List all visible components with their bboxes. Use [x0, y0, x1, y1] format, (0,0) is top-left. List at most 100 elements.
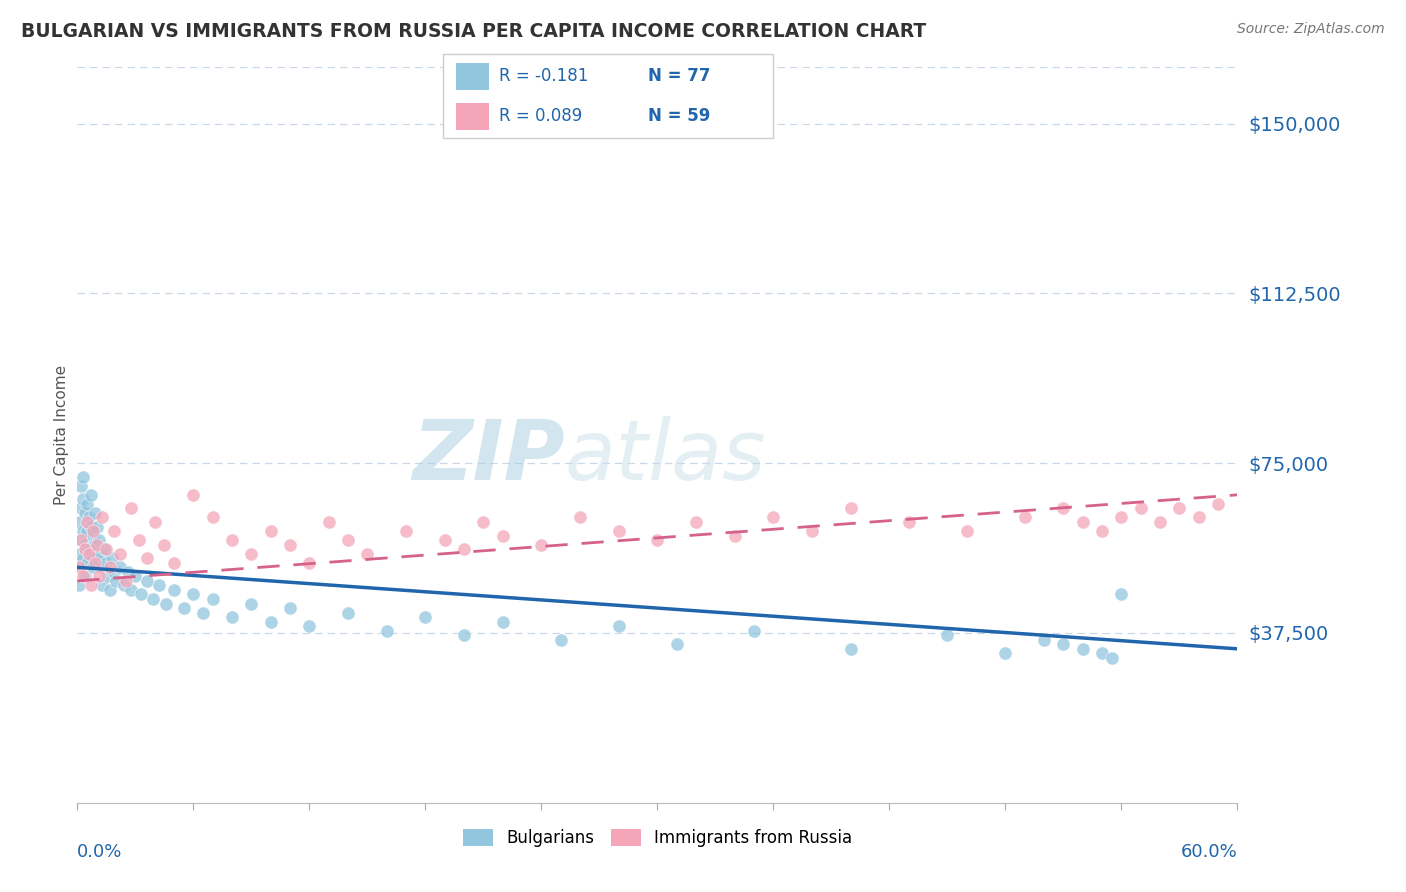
Bar [456, 62, 489, 90]
Point [77, 510, 100, 524]
Text: N = 77: N = 77 [648, 68, 710, 86]
Point [67, 515, 90, 529]
Text: BULGARIAN VS IMMIGRANTS FROM RUSSIA PER CAPITA INCOME CORRELATION CHART: BULGARIAN VS IMMIGRANTS FROM RUSSIA PER … [21, 22, 927, 41]
Point [1071, 641, 1094, 656]
Text: 0.0%: 0.0% [77, 843, 122, 862]
Point [76, 515, 98, 529]
Point [67, 578, 90, 592]
Point [839, 501, 862, 516]
Point [337, 606, 360, 620]
Point [129, 587, 152, 601]
Point [260, 615, 283, 629]
Point [128, 533, 150, 548]
Point [839, 641, 862, 656]
Point [121, 582, 143, 597]
Point [298, 619, 321, 633]
Point [105, 574, 127, 588]
Legend: Bulgarians, Immigrants from Russia: Bulgarians, Immigrants from Russia [456, 822, 859, 854]
Point [647, 533, 669, 548]
Point [80, 578, 103, 592]
Point [80, 519, 103, 533]
Point [136, 551, 159, 566]
Point [103, 565, 125, 579]
Text: R = -0.181: R = -0.181 [499, 68, 589, 86]
Point [472, 515, 495, 529]
Point [142, 592, 165, 607]
Point [260, 524, 283, 538]
Point [93, 542, 115, 557]
Point [76, 556, 98, 570]
Point [492, 615, 515, 629]
Point [221, 610, 243, 624]
Point [762, 510, 785, 524]
Point [103, 524, 125, 538]
Text: ZIP: ZIP [412, 417, 565, 498]
Point [72, 469, 94, 483]
Point [1052, 501, 1074, 516]
Text: atlas: atlas [565, 417, 766, 498]
Point [75, 542, 96, 557]
Point [80, 547, 103, 561]
Point [1071, 515, 1094, 529]
Point [72, 569, 94, 583]
Point [153, 538, 176, 552]
Point [143, 515, 166, 529]
Point [1014, 510, 1036, 524]
Point [201, 592, 224, 607]
Point [72, 492, 94, 507]
Point [1033, 632, 1056, 647]
Point [86, 538, 108, 552]
Point [91, 560, 114, 574]
Point [87, 533, 110, 548]
Point [356, 547, 378, 561]
Point [897, 515, 920, 529]
Point [124, 569, 146, 583]
Point [685, 515, 707, 529]
Text: Source: ZipAtlas.com: Source: ZipAtlas.com [1237, 22, 1385, 37]
Point [607, 619, 630, 633]
Point [101, 551, 124, 566]
Point [183, 587, 205, 601]
Point [569, 510, 592, 524]
Point [163, 582, 186, 597]
Point [86, 519, 108, 533]
Point [221, 533, 243, 548]
Point [77, 542, 100, 557]
Point [82, 528, 104, 542]
Point [87, 569, 110, 583]
Point [155, 597, 177, 611]
Point [76, 524, 98, 538]
Point [136, 574, 159, 588]
Point [278, 538, 301, 552]
Point [1149, 515, 1171, 529]
Text: 60.0%: 60.0% [1181, 843, 1237, 862]
Point [83, 538, 105, 552]
Point [114, 574, 136, 588]
Point [936, 628, 959, 642]
Point [86, 551, 108, 566]
Point [201, 510, 224, 524]
Point [97, 569, 120, 583]
Point [1168, 501, 1191, 516]
Point [75, 506, 96, 520]
Point [1091, 524, 1114, 538]
Point [724, 528, 747, 542]
Point [75, 569, 96, 583]
Point [395, 524, 418, 538]
Point [173, 601, 195, 615]
Point [67, 547, 90, 561]
Point [96, 556, 118, 570]
Point [240, 597, 263, 611]
Point [191, 606, 214, 620]
Point [530, 538, 553, 552]
Point [278, 601, 301, 615]
Point [98, 582, 121, 597]
Point [70, 479, 93, 493]
Point [96, 542, 118, 557]
Point [108, 560, 131, 574]
Point [67, 560, 90, 574]
Text: N = 59: N = 59 [648, 107, 710, 125]
Point [70, 533, 93, 548]
Point [90, 547, 111, 561]
Point [375, 624, 398, 638]
